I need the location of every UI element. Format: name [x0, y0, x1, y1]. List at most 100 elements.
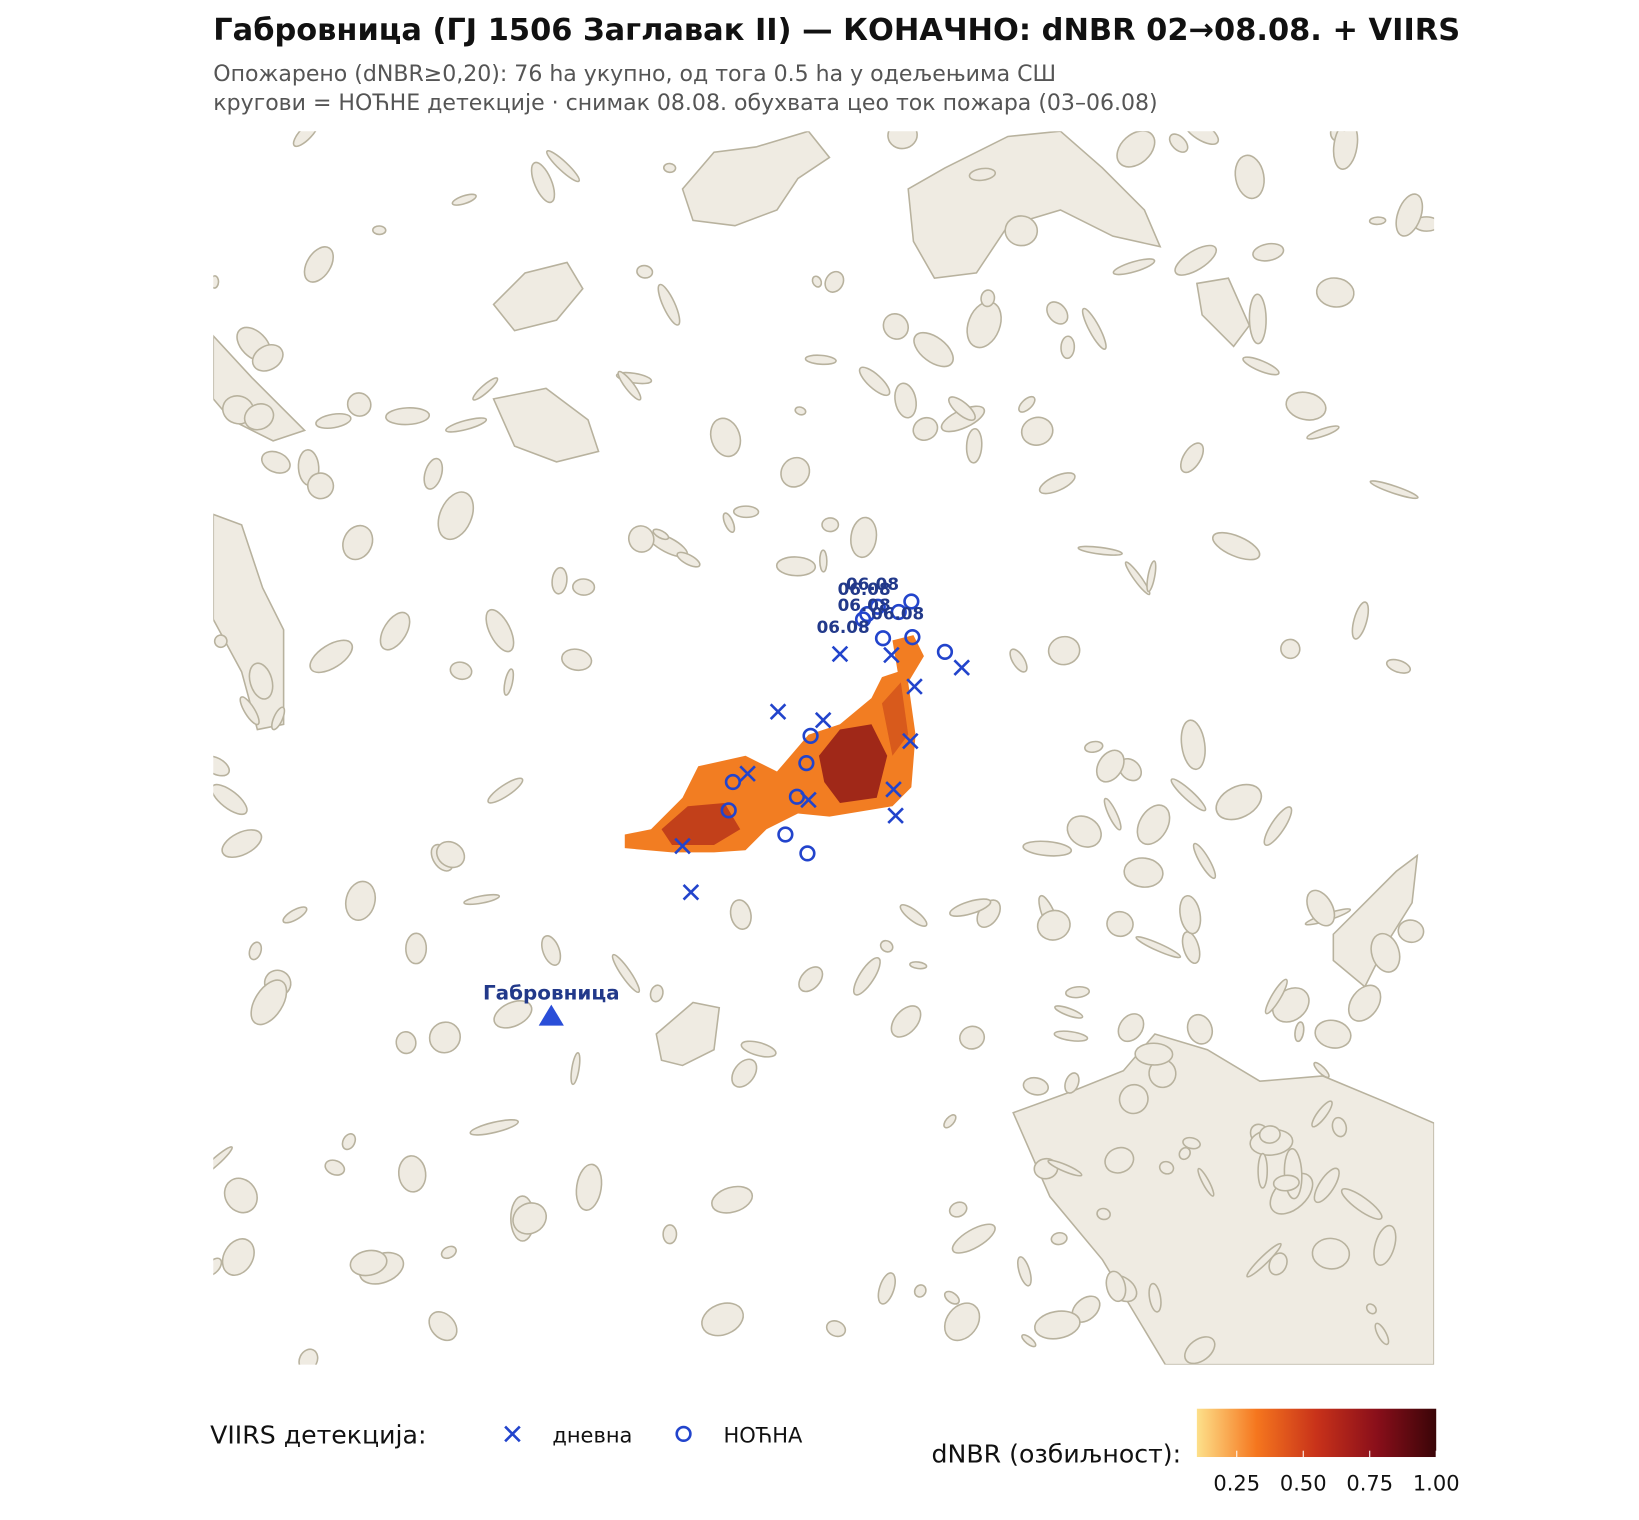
forest-patch	[213, 1146, 233, 1179]
night-detection	[788, 788, 806, 805]
forest-patch	[1081, 307, 1107, 350]
forest-patch	[794, 406, 807, 416]
forest-patch	[912, 416, 939, 442]
forest-patch	[423, 457, 444, 490]
day-detection	[885, 781, 902, 798]
forest-patch	[1192, 842, 1217, 880]
forest-patch	[948, 1201, 968, 1218]
night-detection	[936, 643, 954, 661]
forest-patch	[346, 392, 372, 417]
date-label: 06.08	[838, 595, 891, 615]
forest-patch	[943, 1302, 981, 1342]
night-detection	[890, 603, 907, 621]
forest-patch	[1313, 1167, 1340, 1204]
forest-patch	[397, 1155, 427, 1193]
forest-patch	[306, 472, 335, 500]
forest-patch	[662, 162, 677, 174]
forest-patch	[1294, 1021, 1305, 1043]
forest-patch	[722, 512, 736, 534]
forest-patch	[1181, 931, 1201, 965]
forest-patch	[882, 313, 909, 340]
day-detection	[504, 1425, 521, 1443]
forest-patch	[1066, 815, 1102, 848]
forest-patch	[1047, 635, 1081, 666]
forest-patch	[943, 1114, 957, 1129]
forest-patch	[825, 1320, 847, 1338]
forest-patch	[1096, 1207, 1111, 1221]
forest-patch	[949, 898, 992, 917]
forest-patch	[445, 417, 488, 433]
forest-patch	[1064, 1072, 1080, 1094]
forest-patch	[1370, 932, 1401, 973]
forest-patch	[385, 407, 431, 426]
forest-patch	[798, 966, 824, 993]
forest-patch	[248, 941, 263, 961]
subtitle: Опожарено (dNBR≥0,20): 76 ha укупно, од …	[213, 62, 1056, 87]
forest-patch	[546, 150, 581, 183]
forest-patch	[271, 706, 286, 731]
forest-patch	[251, 343, 284, 372]
forest-patch	[821, 517, 840, 533]
forest-patch	[469, 1119, 520, 1136]
forest-patch	[740, 1040, 777, 1058]
forest-patch	[1340, 1188, 1383, 1220]
forest-patch	[541, 935, 562, 966]
forest-patch	[780, 456, 811, 488]
night-detection	[799, 845, 816, 862]
forest-patch	[463, 893, 501, 906]
date-label: 06.08	[838, 579, 891, 599]
forest-patch	[1117, 1013, 1145, 1043]
forest-patch	[676, 551, 701, 568]
date-label: 06.08	[817, 617, 870, 637]
forest-patch	[1118, 1083, 1149, 1115]
forest-patch	[1112, 258, 1156, 276]
colorbar-tick-label: 0.25	[1213, 1472, 1260, 1496]
forest-patch	[1053, 1030, 1089, 1042]
forest-patch	[887, 131, 918, 150]
legend-label: НОЋНА	[723, 1423, 803, 1447]
forest-patch	[1314, 1019, 1352, 1049]
forest-patch	[1095, 749, 1125, 783]
forest-patch	[913, 1284, 927, 1298]
forest-patch	[877, 1272, 896, 1305]
forest-patch	[292, 131, 320, 148]
forest-patch	[1148, 1282, 1162, 1313]
forest-patch	[1077, 545, 1123, 556]
date-label: 06.08	[871, 603, 924, 623]
forest-patch	[213, 275, 220, 289]
forest-patch	[1315, 277, 1355, 308]
forest-patch	[551, 566, 568, 595]
forest-patch	[1186, 1013, 1214, 1045]
forest-patch	[1264, 978, 1288, 1015]
forest-patch	[636, 264, 654, 279]
day-detection	[902, 732, 919, 750]
forest-patch	[1211, 531, 1261, 561]
forest-patch	[951, 1223, 996, 1254]
forest-patch	[1258, 1125, 1281, 1144]
forest-patch	[344, 880, 377, 921]
forest-patch	[1397, 919, 1425, 944]
colorbar-label: dNBR (озбиљност):	[932, 1439, 1182, 1468]
forest-patch	[1033, 1310, 1081, 1340]
forest-patch	[1065, 985, 1091, 999]
forest-patch	[775, 556, 817, 577]
forest-patch	[1135, 935, 1182, 959]
forest-patch	[472, 377, 499, 401]
subtitle: кругови = НОЋНЕ детекције · снимак 08.08…	[213, 91, 1157, 116]
forest-patch	[1374, 1322, 1390, 1346]
forest-patch	[503, 668, 515, 696]
forest-patch	[804, 354, 837, 366]
forest-patch	[1280, 638, 1301, 660]
forest-patch	[570, 1052, 581, 1086]
day-detection	[883, 646, 900, 664]
forest-patch	[1103, 797, 1122, 831]
forest-patch	[1182, 1136, 1201, 1150]
forest-patch	[572, 578, 596, 596]
forest-patch	[379, 611, 411, 651]
forest-patch	[282, 906, 308, 924]
forest-patch	[372, 225, 387, 236]
forest-patch	[1124, 561, 1151, 596]
day-detection	[906, 678, 923, 695]
forest-patch	[894, 382, 917, 419]
forest-patch	[1347, 984, 1382, 1022]
